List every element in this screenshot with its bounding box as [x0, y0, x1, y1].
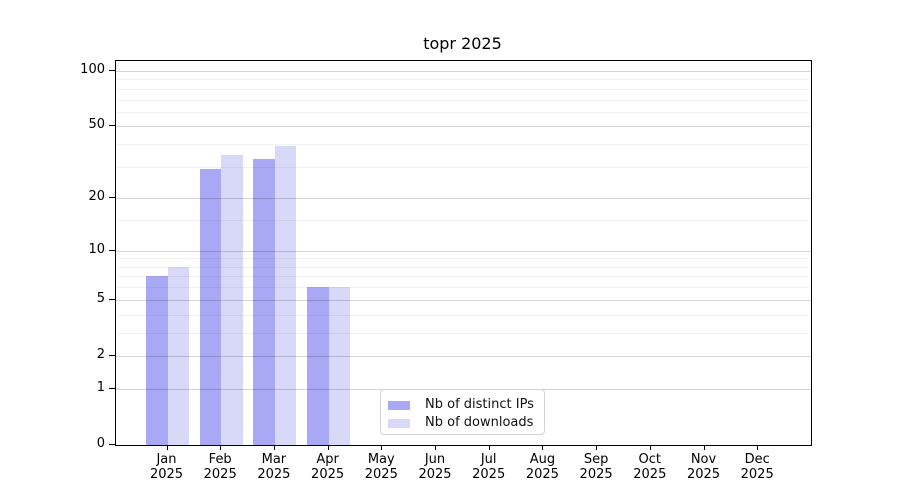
bar-nb-of-distinct-ips-apr — [307, 287, 329, 445]
y-tick-label-2: 2 — [96, 346, 105, 362]
bar-nb-of-distinct-ips-feb — [199, 169, 222, 445]
x-tick-month: Jan — [156, 452, 177, 467]
x-tick-year: 2025 — [633, 467, 667, 482]
minor-gridline-4 — [116, 314, 811, 316]
minor-gridline-90 — [116, 79, 811, 81]
minor-gridline-6 — [116, 287, 811, 289]
plot-area — [115, 60, 812, 446]
x-tick-year: 2025 — [203, 467, 237, 482]
minor-gridline-3 — [116, 332, 811, 334]
minor-gridline-9 — [116, 258, 811, 260]
x-tick-month: Oct — [638, 452, 662, 467]
x-tick-label-jan: Jan 2025 — [137, 452, 197, 482]
legend: Nb of distinct IPs Nb of downloads — [380, 389, 545, 435]
major-gridline-2 — [116, 355, 811, 357]
x-tick-year: 2025 — [311, 467, 345, 482]
major-gridline-50 — [116, 126, 811, 128]
x-tick-label-dec: Dec 2025 — [727, 452, 787, 482]
x-tick-month: Mar — [261, 452, 287, 467]
minor-gridline-8 — [116, 266, 811, 268]
bar-nb-of-distinct-ips-jan — [146, 276, 168, 445]
minor-gridline-80 — [116, 88, 811, 90]
major-gridline-10 — [116, 250, 811, 252]
x-tick-month: Nov — [690, 452, 717, 467]
y-tick-label-50: 50 — [88, 117, 105, 133]
y-tick-label-20: 20 — [88, 189, 105, 205]
x-tick-month: May — [367, 452, 395, 467]
x-tick-month: Apr — [316, 452, 339, 467]
x-tick-label-jun: Jun 2025 — [405, 452, 465, 482]
legend-label-distinct-ips: Nb of distinct IPs — [425, 397, 534, 412]
x-tick-label-mar: Mar 2025 — [244, 452, 304, 482]
x-tick-year: 2025 — [418, 467, 452, 482]
x-tick-year: 2025 — [364, 467, 398, 482]
minor-gridline-40 — [116, 144, 811, 146]
minor-gridline-15 — [116, 220, 811, 222]
x-tick-year: 2025 — [579, 467, 613, 482]
x-tick-label-feb: Feb 2025 — [190, 452, 250, 482]
y-tick-label-1: 1 — [96, 379, 105, 395]
y-tick-label-10: 10 — [88, 241, 105, 257]
major-gridline-100 — [116, 71, 811, 73]
bar-nb-of-downloads-apr — [328, 287, 351, 445]
legend-item-distinct-ips: Nb of distinct IPs — [388, 396, 538, 414]
major-gridline-20 — [116, 198, 811, 200]
minor-gridline-30 — [116, 166, 811, 168]
x-tick-label-sep: Sep 2025 — [566, 452, 626, 482]
x-tick-month: Feb — [208, 452, 232, 467]
x-tick-label-oct: Oct 2025 — [620, 452, 680, 482]
bar-nb-of-downloads-mar — [274, 146, 297, 445]
x-tick-label-jul: Jul 2025 — [459, 452, 519, 482]
x-tick-year: 2025 — [686, 467, 721, 482]
bar-nb-of-downloads-jan — [167, 266, 189, 445]
legend-swatch-downloads — [388, 418, 410, 428]
y-tick-label-0: 0 — [96, 436, 105, 451]
x-tick-month: Jun — [424, 452, 446, 467]
x-tick-month: Aug — [529, 452, 556, 467]
bar-nb-of-downloads-feb — [221, 154, 243, 445]
bar-nb-of-distinct-ips-mar — [253, 159, 275, 445]
x-tick-label-may: May 2025 — [351, 452, 411, 482]
x-tick-label-nov: Nov 2025 — [674, 452, 734, 482]
legend-item-downloads: Nb of downloads — [388, 414, 538, 432]
x-tick-year: 2025 — [525, 467, 559, 482]
y-tick-label-100: 100 — [80, 62, 105, 78]
major-gridline-5 — [116, 299, 811, 301]
x-tick-label-apr: Apr 2025 — [298, 452, 358, 482]
minor-gridline-7 — [116, 276, 811, 278]
x-tick-month: Jul — [480, 452, 497, 467]
x-tick-year: 2025 — [740, 467, 774, 482]
x-tick-label-aug: Aug 2025 — [512, 452, 572, 482]
chart-title: topr 2025 — [423, 34, 502, 53]
x-tick-year: 2025 — [149, 467, 184, 482]
grid-layer — [116, 61, 811, 445]
minor-gridline-70 — [116, 99, 811, 101]
bars-layer — [116, 61, 811, 445]
minor-gridline-60 — [116, 111, 811, 113]
x-tick-year: 2025 — [257, 467, 291, 482]
x-tick-year: 2025 — [472, 467, 506, 482]
x-tick-month: Sep — [583, 452, 609, 467]
y-tick-label-5: 5 — [96, 290, 105, 306]
legend-label-downloads: Nb of downloads — [425, 415, 534, 430]
legend-swatch-distinct-ips — [388, 400, 410, 410]
x-tick-month: Dec — [744, 452, 770, 467]
